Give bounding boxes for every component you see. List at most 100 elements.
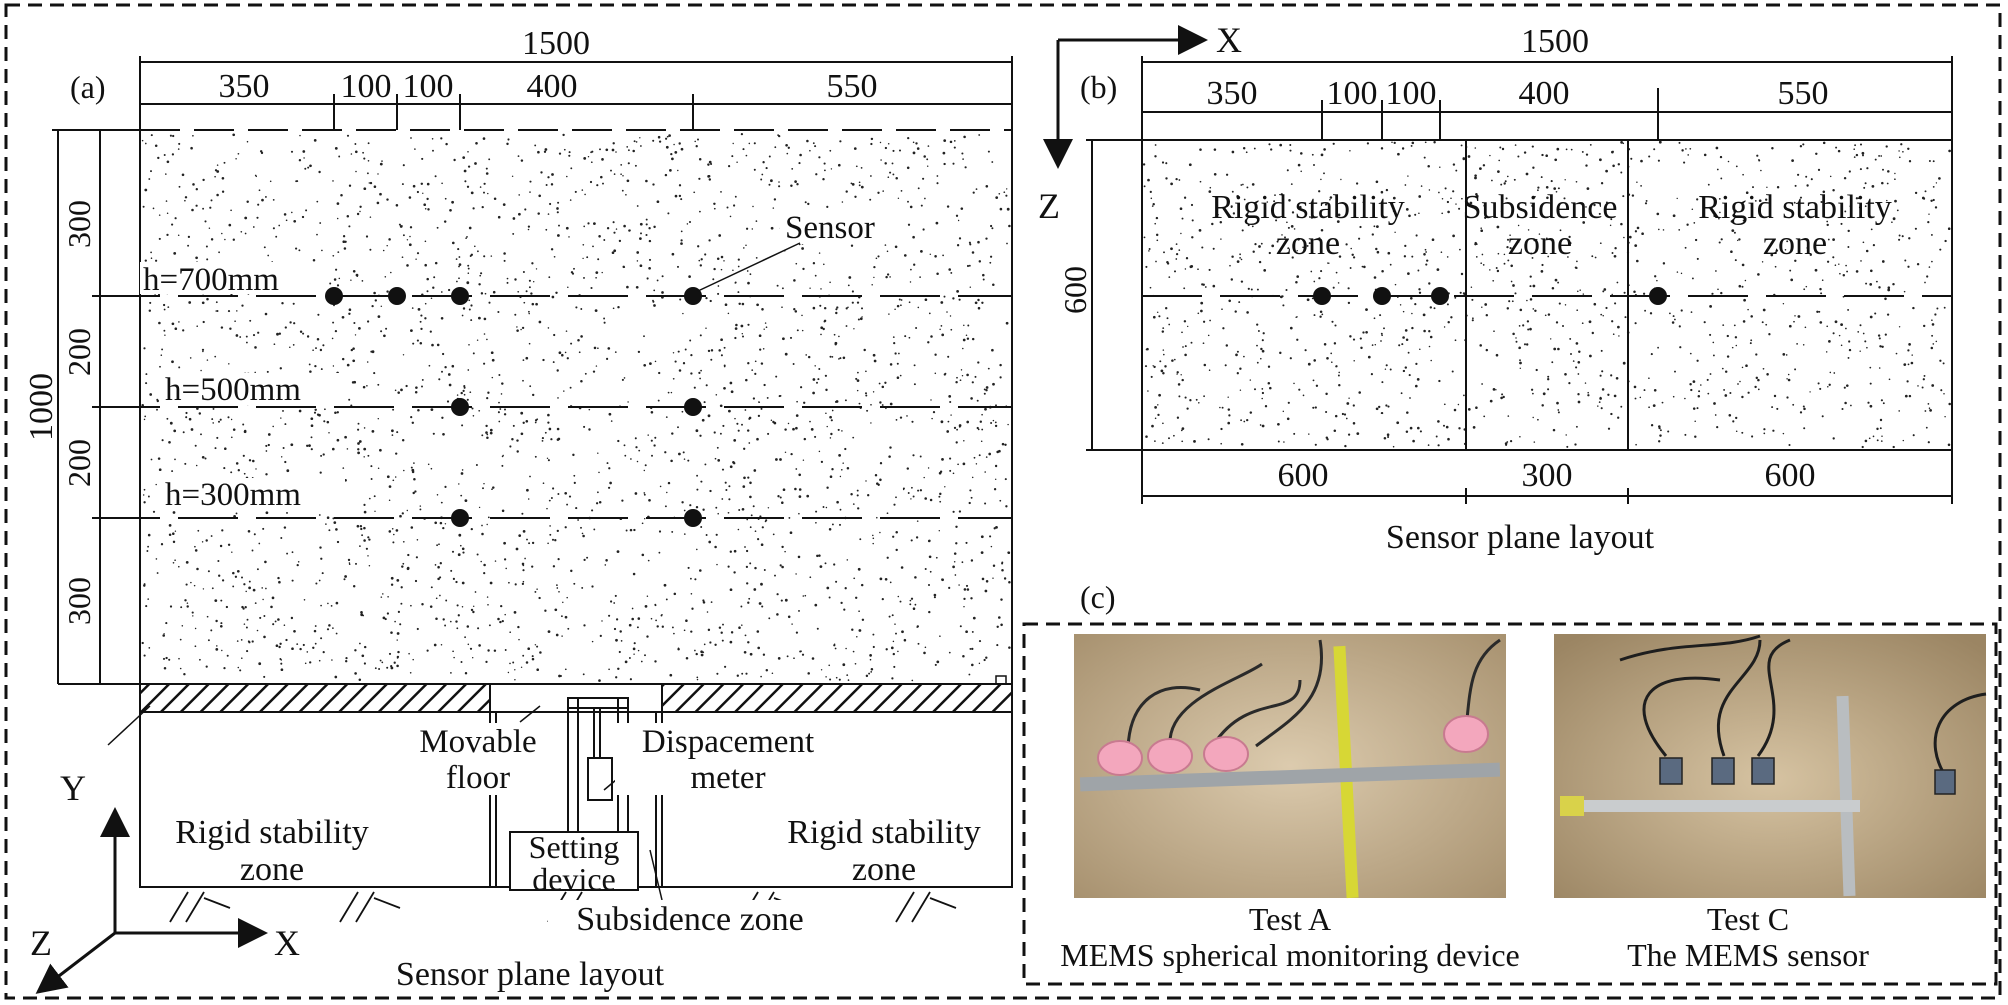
soil-speck xyxy=(639,237,642,240)
soil-speck xyxy=(1297,163,1301,167)
soil-speck xyxy=(903,254,907,257)
soil-speck xyxy=(1184,268,1187,270)
soil-speck xyxy=(442,618,445,621)
soil-speck xyxy=(1204,286,1207,288)
soil-speck xyxy=(174,530,177,532)
soil-speck xyxy=(556,211,559,214)
soil-speck xyxy=(504,649,507,651)
soil-speck xyxy=(930,335,933,338)
soil-speck xyxy=(1577,400,1581,404)
soil-speck xyxy=(1599,242,1602,245)
soil-speck xyxy=(166,160,170,164)
soil-speck xyxy=(227,416,230,419)
soil-speck xyxy=(966,373,969,377)
soil-speck xyxy=(826,205,829,208)
soil-speck xyxy=(699,264,703,267)
soil-speck xyxy=(152,510,156,513)
soil-speck xyxy=(521,326,525,330)
soil-speck xyxy=(1603,288,1607,291)
soil-speck xyxy=(1628,235,1632,239)
soil-speck xyxy=(298,409,302,413)
soil-speck xyxy=(1400,392,1403,395)
soil-speck xyxy=(700,369,702,372)
soil-speck xyxy=(204,220,207,223)
soil-speck xyxy=(845,647,847,650)
soil-speck xyxy=(386,612,390,615)
soil-speck xyxy=(1557,281,1560,284)
soil-speck xyxy=(1231,150,1235,154)
soil-speck xyxy=(1843,386,1846,389)
soil-speck xyxy=(399,623,402,626)
soil-speck xyxy=(956,376,958,379)
soil-speck xyxy=(1716,168,1719,171)
soil-speck xyxy=(388,238,391,241)
soil-speck xyxy=(1335,365,1337,368)
soil-speck xyxy=(839,140,842,143)
soil-speck xyxy=(838,678,841,681)
soil-speck xyxy=(143,501,146,504)
soil-speck xyxy=(622,175,624,177)
soil-speck xyxy=(1678,229,1681,231)
soil-speck xyxy=(895,419,898,421)
soil-speck xyxy=(1793,201,1796,204)
soil-speck xyxy=(869,654,872,657)
soil-speck xyxy=(1314,406,1317,409)
soil-speck xyxy=(848,276,852,279)
soil-speck xyxy=(1803,288,1806,291)
soil-speck xyxy=(412,184,416,188)
soil-speck xyxy=(534,455,537,458)
soil-speck xyxy=(1773,394,1777,398)
soil-speck xyxy=(1457,403,1460,406)
soil-speck xyxy=(192,134,194,137)
soil-speck xyxy=(981,577,985,581)
soil-speck xyxy=(1611,252,1614,254)
soil-speck xyxy=(1681,149,1684,152)
soil-speck xyxy=(503,541,506,545)
soil-speck xyxy=(1193,440,1196,443)
soil-speck xyxy=(1715,270,1717,272)
soil-speck xyxy=(1190,203,1194,207)
soil-speck xyxy=(240,576,244,579)
soil-speck xyxy=(1745,191,1749,194)
soil-speck xyxy=(318,659,321,662)
soil-speck xyxy=(1870,269,1873,273)
soil-speck xyxy=(1428,330,1431,333)
soil-speck xyxy=(713,431,716,434)
soil-speck xyxy=(1559,229,1562,232)
soil-speck xyxy=(509,631,512,634)
soil-speck xyxy=(1517,224,1520,227)
soil-speck xyxy=(874,473,878,477)
soil-speck xyxy=(1716,426,1719,429)
soil-speck xyxy=(437,577,440,581)
soil-speck xyxy=(720,255,724,259)
soil-speck xyxy=(882,190,884,192)
sensor-point xyxy=(325,287,343,305)
soil-speck xyxy=(1527,328,1530,331)
soil-speck xyxy=(368,182,371,184)
soil-speck xyxy=(867,494,870,497)
soil-speck xyxy=(690,630,693,633)
soil-speck xyxy=(1236,260,1240,263)
soil-speck xyxy=(352,347,355,350)
sensor-point xyxy=(684,287,702,305)
soil-speck xyxy=(223,161,226,164)
soil-speck xyxy=(487,649,490,652)
soil-speck xyxy=(876,516,878,519)
soil-speck xyxy=(965,630,968,634)
soil-speck xyxy=(844,399,847,402)
soil-speck xyxy=(687,459,690,462)
soil-speck xyxy=(240,230,243,233)
soil-speck xyxy=(1282,410,1285,413)
soil-speck xyxy=(356,212,360,216)
soil-speck xyxy=(163,154,166,156)
soil-speck xyxy=(411,421,415,425)
soil-speck xyxy=(954,574,957,576)
soil-speck xyxy=(1848,170,1851,173)
soil-speck xyxy=(310,417,314,421)
soil-speck xyxy=(1349,335,1352,338)
soil-speck xyxy=(1258,260,1262,264)
soil-speck xyxy=(944,372,947,375)
soil-speck xyxy=(644,464,647,467)
soil-speck xyxy=(290,616,294,620)
soil-speck xyxy=(470,608,474,612)
